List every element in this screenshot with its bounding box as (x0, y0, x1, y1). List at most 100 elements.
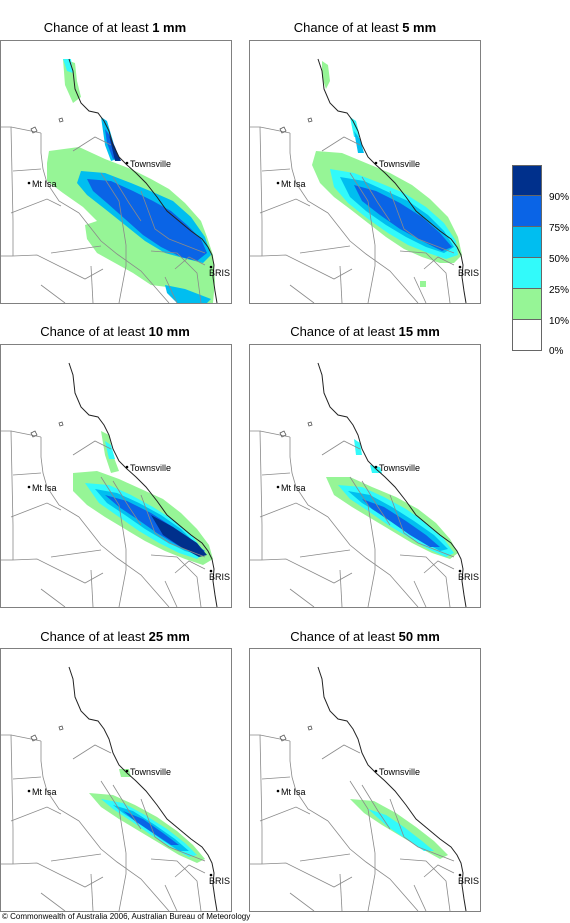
district-boundary (367, 549, 376, 607)
district-boundary (413, 276, 427, 303)
district-boundary (289, 437, 329, 518)
island-outline (58, 725, 64, 731)
district-boundary (118, 245, 127, 303)
town-label-brisbane: BRIS (458, 572, 479, 582)
district-boundary (259, 126, 291, 134)
district-boundary (12, 558, 104, 584)
town-label-mt_isa: Mt Isa (281, 179, 306, 189)
district-boundary (50, 853, 102, 862)
precip-area (354, 185, 452, 251)
district-boundary (289, 741, 329, 822)
district-boundary (40, 588, 66, 607)
district-boundary (299, 853, 351, 862)
district-boundary (259, 734, 291, 742)
district-boundary (349, 780, 376, 854)
panel-title-1mm: Chance of at least 1 mm (43, 20, 187, 35)
town-label-brisbane: BRIS (209, 572, 230, 582)
district-boundary (78, 820, 170, 911)
district-boundary (261, 862, 353, 888)
legend-swatch-90 (512, 165, 542, 196)
map-panel-5mm: Townsville Mt Isa BRIS (249, 40, 481, 304)
town-marker-mt_isa (27, 181, 31, 185)
district-boundary (389, 190, 455, 254)
legend-label-25: 25% (549, 285, 570, 296)
district-boundary (289, 284, 315, 303)
district-boundary (10, 198, 62, 214)
town-marker-brisbane (458, 873, 462, 877)
map-panel-1mm: Townsville Mt Isa BRIS (0, 40, 232, 304)
district-boundary (140, 190, 206, 254)
panel-title-50mm: Chance of at least 50 mm (290, 629, 440, 644)
district-boundary (259, 502, 311, 518)
town-label-brisbane: BRIS (458, 876, 479, 886)
panel-title-5mm: Chance of at least 5 mm (293, 20, 437, 35)
legend-label-75: 75% (549, 223, 570, 234)
legend-label-10: 10% (549, 316, 570, 327)
precip-area (362, 499, 440, 547)
town-marker-townsville (125, 769, 129, 773)
town-marker-brisbane (209, 265, 213, 269)
district-boundary (10, 806, 62, 822)
district-boundary (150, 858, 202, 911)
district-boundary (150, 554, 202, 607)
district-boundary (40, 133, 80, 214)
district-boundary (423, 864, 455, 878)
district-boundary (259, 198, 311, 214)
precip-area (350, 117, 360, 137)
district-boundary (361, 784, 391, 830)
district-boundary (289, 892, 315, 911)
district-boundary (261, 776, 291, 780)
district-boundary (12, 472, 42, 476)
island-outline (30, 734, 38, 742)
town-label-mt_isa: Mt Isa (281, 787, 306, 797)
town-label-mt_isa: Mt Isa (32, 787, 57, 797)
district-boundary (40, 892, 66, 911)
district-boundary (78, 212, 170, 303)
town-marker-brisbane (458, 569, 462, 573)
district-boundary (413, 884, 427, 911)
district-boundary (261, 254, 353, 280)
district-boundary (40, 284, 66, 303)
district-boundary (327, 212, 419, 303)
district-boundary (174, 256, 206, 270)
precip-layer (89, 769, 205, 863)
town-marker-mt_isa (276, 789, 280, 793)
town-label-townsville: Townsville (379, 159, 420, 169)
district-boundary (321, 744, 361, 760)
coastline (68, 58, 218, 303)
town-marker-townsville (374, 465, 378, 469)
island-outline (307, 421, 313, 427)
district-boundary (72, 440, 112, 456)
precip-area (322, 61, 330, 89)
district-boundary (40, 741, 80, 822)
district-boundary (261, 472, 291, 476)
district-boundary (367, 853, 376, 911)
town-label-brisbane: BRIS (458, 268, 479, 278)
district-boundary (327, 516, 419, 607)
district-boundary (361, 480, 391, 526)
district-boundary (299, 549, 351, 558)
map-svg: Townsville Mt Isa BRIS (1, 362, 230, 607)
district-boundary (12, 776, 42, 780)
district-boundary (12, 168, 42, 172)
district-boundary (12, 862, 104, 888)
precip-layer (312, 61, 462, 287)
precip-layer (47, 59, 215, 303)
legend-label-0: 0% (549, 346, 564, 357)
town-label-townsville: Townsville (130, 767, 171, 777)
coastline (317, 58, 467, 303)
island-outline (30, 126, 38, 134)
district-boundary (164, 884, 178, 911)
district-boundary (90, 569, 94, 607)
district-boundary (118, 549, 127, 607)
town-label-townsville: Townsville (379, 463, 420, 473)
legend-swatch-25 (512, 258, 542, 289)
town-marker-brisbane (458, 265, 462, 269)
district-boundary (10, 502, 62, 518)
district-boundary (250, 430, 263, 560)
district-boundary (100, 780, 127, 854)
town-marker-mt_isa (27, 789, 31, 793)
island-outline (58, 421, 64, 427)
district-boundary (12, 254, 104, 280)
legend-swatch-75 (512, 196, 542, 227)
